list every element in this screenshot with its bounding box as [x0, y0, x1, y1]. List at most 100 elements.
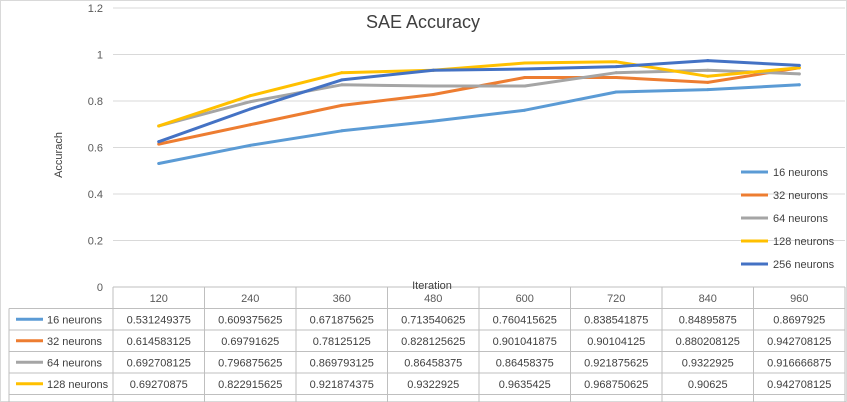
y-tick-label: 1 — [97, 50, 103, 62]
legend-label: 64 neurons — [773, 213, 829, 225]
table-cell: 0.901041875 — [493, 336, 557, 348]
table-row-label: 128 neurons — [47, 379, 109, 391]
data-point — [340, 129, 344, 133]
table-row-label: 32 neurons — [47, 336, 103, 348]
table-cell: 0.9322925 — [407, 379, 459, 391]
data-point — [248, 94, 252, 98]
data-point — [706, 88, 710, 92]
table-cell: 0.609375625 — [218, 314, 282, 326]
table-cell: 0.973959375 — [676, 400, 740, 402]
data-point — [523, 108, 527, 112]
table-cell: 0.838541875 — [584, 314, 648, 326]
legend: 16 neurons 32 neurons 64 neurons 128 neuron… — [741, 167, 835, 271]
data-point — [248, 107, 252, 111]
table-cell: 0.932291875 — [401, 400, 465, 402]
table-cell: 0.625000625 — [127, 400, 191, 402]
table-cell: 0.822915625 — [218, 379, 282, 391]
data-point — [431, 119, 435, 123]
data-point — [523, 84, 527, 88]
data-point — [340, 71, 344, 75]
series-lines — [157, 59, 801, 165]
data-point — [614, 76, 618, 80]
y-axis-title: Accurach — [53, 132, 65, 178]
table-cell: 0.8697925 — [773, 314, 825, 326]
table-cell: 0.86458375 — [404, 357, 462, 369]
table-cell: 0.84895875 — [679, 314, 737, 326]
table-cell: 0.78125125 — [313, 336, 371, 348]
data-point — [797, 66, 801, 70]
x-tick-label: 360 — [333, 293, 351, 305]
x-axis-title: Iteration — [412, 280, 452, 292]
y-tick-label: 0.2 — [88, 236, 103, 248]
y-axis-ticks: 0 0.2 0.4 0.6 0.8 1 1.2 — [88, 3, 103, 294]
table-cell: 0.69791625 — [221, 336, 279, 348]
y-tick-label: 1.2 — [88, 3, 103, 15]
table-row-label: 16 neurons — [47, 314, 103, 326]
legend-label: 128 neurons — [773, 236, 835, 248]
data-point — [706, 68, 710, 72]
data-point — [157, 142, 161, 146]
table-cell: 0.713540625 — [401, 314, 465, 326]
table-cell: 0.916666875 — [767, 357, 831, 369]
data-point — [431, 68, 435, 72]
legend-label: 32 neurons — [773, 190, 829, 202]
table-cell: 0.671875625 — [310, 314, 374, 326]
data-point — [340, 78, 344, 82]
table-cell: 0.69270875 — [130, 379, 188, 391]
table-cell: 0.921875625 — [584, 357, 648, 369]
y-tick-label: 0.4 — [88, 189, 103, 201]
data-point — [340, 103, 344, 107]
data-point — [797, 72, 801, 76]
series-line-4 — [157, 60, 801, 128]
y-tick-label: 0.8 — [88, 96, 103, 108]
data-point — [614, 65, 618, 69]
data-point — [797, 83, 801, 87]
table-cell: 0.9322925 — [682, 357, 734, 369]
data-point — [614, 60, 618, 64]
data-point — [248, 143, 252, 147]
x-tick-label: 120 — [150, 293, 168, 305]
data-point — [797, 63, 801, 67]
table-cell: 0.614583125 — [127, 336, 191, 348]
table-cell: 0.947916875 — [584, 400, 648, 402]
table-cell: 0.692708125 — [127, 357, 191, 369]
y-tick-label: 0 — [97, 282, 103, 294]
data-point — [706, 74, 710, 78]
data-point — [248, 100, 252, 104]
table-cell: 0.93750125 — [496, 400, 554, 402]
x-tick-label: 840 — [699, 293, 717, 305]
table-cell: 0.796875625 — [218, 357, 282, 369]
data-point — [248, 123, 252, 127]
table-cell: 0.760415625 — [493, 314, 557, 326]
data-point — [706, 80, 710, 84]
data-point — [157, 161, 161, 165]
table-cell: 0.90104125 — [587, 336, 645, 348]
table-cell: 0.9635425 — [499, 379, 551, 391]
legend-label: 16 neurons — [773, 167, 829, 179]
x-tick-label: 720 — [607, 293, 625, 305]
data-point — [157, 124, 161, 128]
data-point — [614, 71, 618, 75]
x-tick-label: 240 — [241, 293, 259, 305]
table-cell: 0.942708125 — [767, 379, 831, 391]
x-tick-label: 600 — [516, 293, 534, 305]
data-point — [157, 140, 161, 144]
table-cell: 0.90625 — [688, 379, 728, 391]
table-row-label: 64 neurons — [47, 357, 103, 369]
table-row-label: 256 neurons — [47, 400, 109, 402]
chart-title: SAE Accuracy — [366, 12, 480, 32]
data-point — [431, 84, 435, 88]
data-point — [523, 61, 527, 65]
table-cell: 0.968750625 — [584, 379, 648, 391]
data-point — [340, 83, 344, 87]
table-cell: 0.828125625 — [401, 336, 465, 348]
legend-label: 256 neurons — [773, 259, 835, 271]
series-line-3 — [157, 68, 801, 128]
y-tick-label: 0.6 — [88, 143, 103, 155]
table-cell: 0.921874375 — [310, 379, 374, 391]
data-point — [614, 90, 618, 94]
data-point — [523, 76, 527, 80]
x-tick-label: 960 — [790, 293, 808, 305]
